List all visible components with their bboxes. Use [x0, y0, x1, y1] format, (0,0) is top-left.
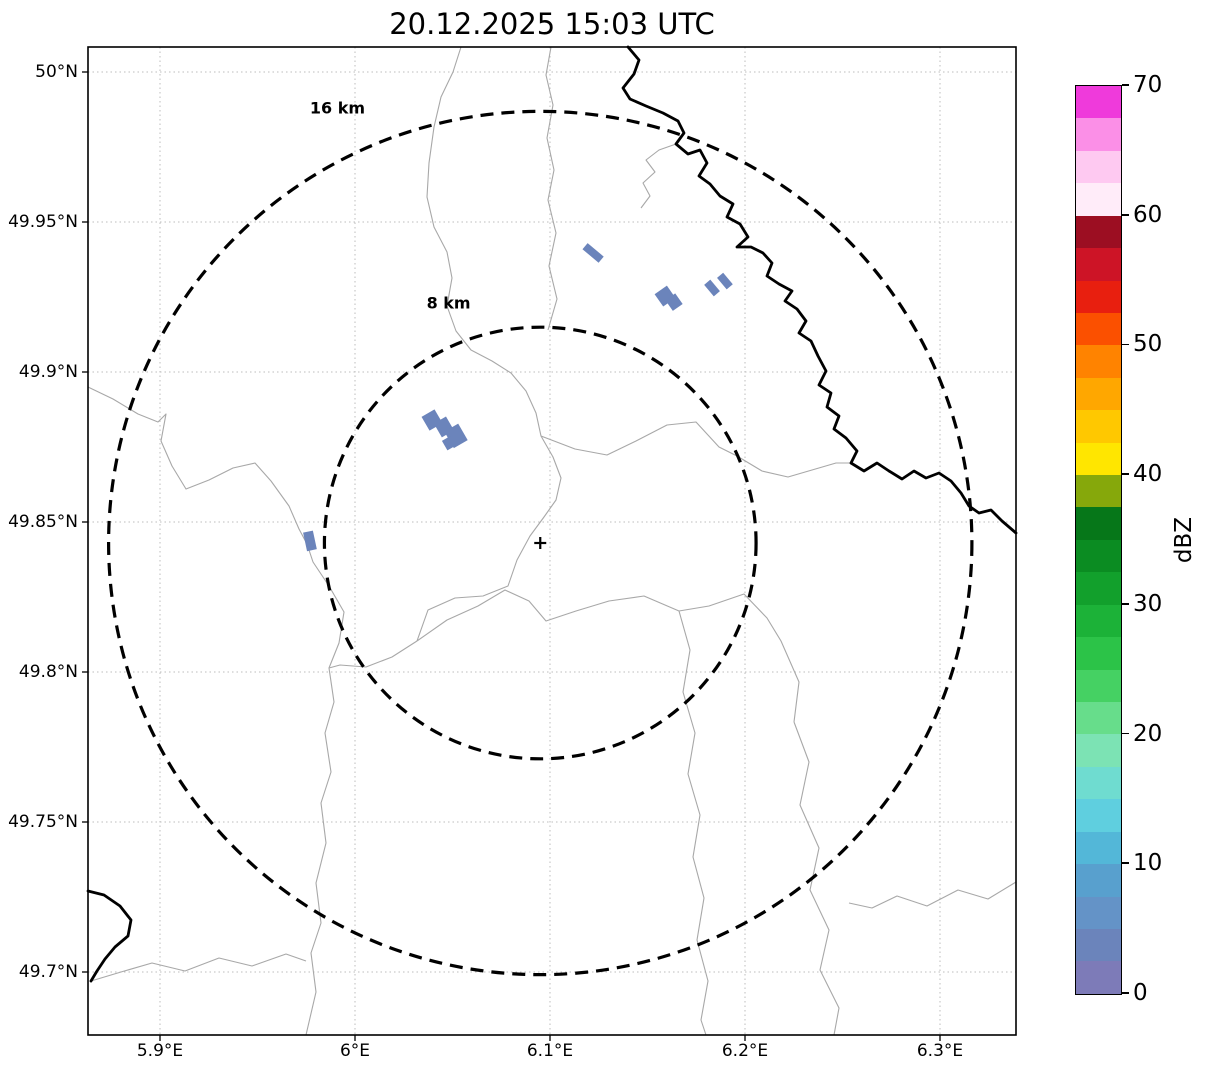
colorbar-segment [1076, 280, 1121, 313]
colorbar-segment [1076, 961, 1121, 994]
range-ring-label: 16 km [309, 98, 366, 118]
colorbar-segment [1076, 183, 1121, 216]
colorbar-tick-label: 30 [1133, 590, 1163, 617]
radar-echo [441, 435, 457, 451]
admin-border-line [90, 953, 307, 982]
colorbar-segment [1076, 831, 1121, 865]
colorbar-segment [1076, 215, 1121, 249]
radar-echo [665, 293, 683, 311]
colorbar-segment [1076, 864, 1121, 897]
country-border-line [621, 45, 1018, 535]
colorbar-tick-mark [1122, 992, 1129, 994]
colorbar-tick-label: 70 [1133, 72, 1163, 98]
y-tick-label: 49.9°N [18, 362, 78, 382]
colorbar-segment [1076, 766, 1121, 800]
radar-echo [717, 272, 733, 290]
colorbar-segment [1076, 442, 1121, 476]
colorbar-segment [1076, 539, 1121, 573]
colorbar-segment [1076, 702, 1121, 735]
y-tick-label: 49.75°N [8, 812, 78, 832]
colorbar-tick-mark [1122, 343, 1129, 346]
country-border-line [86, 889, 133, 983]
admin-border-line [640, 143, 677, 209]
admin-border-line [848, 881, 1017, 909]
colorbar-segment [1076, 507, 1121, 540]
x-tick-label: 6.2°E [721, 1041, 769, 1061]
admin-border-line [416, 46, 562, 642]
colorbar-tick-mark [1122, 213, 1129, 216]
colorbar-segment [1076, 377, 1121, 411]
colorbar-tick-mark [1122, 603, 1129, 605]
colorbar-segment [1076, 604, 1121, 638]
radar-echo [303, 530, 317, 552]
colorbar-tick-label: 0 [1133, 980, 1148, 1006]
colorbar-segment [1076, 410, 1121, 443]
x-tick-label: 6.3°E [916, 1041, 964, 1061]
colorbar-segment [1076, 734, 1121, 767]
colorbar-segment [1076, 345, 1121, 378]
radar-echo [704, 279, 720, 297]
range-ring-16km [106, 109, 974, 977]
colorbar-segment [1076, 669, 1121, 703]
colorbar-segment [1076, 118, 1121, 151]
colorbar-tick-label: 60 [1133, 201, 1163, 228]
admin-border-line [305, 543, 345, 1036]
admin-border-line [793, 721, 840, 1036]
colorbar-tick-label: 10 [1133, 850, 1163, 877]
colorbar-segment [1076, 896, 1121, 929]
y-tick-label: 50°N [35, 62, 78, 82]
colorbar-tick-label: 20 [1133, 720, 1163, 747]
colorbar-tick-label: 40 [1133, 461, 1163, 488]
x-tick-label: 5.9°E [136, 1041, 184, 1061]
colorbar-tick-mark [1122, 84, 1129, 86]
y-tick-label: 49.85°N [8, 512, 78, 532]
x-tick-label: 6°E [339, 1041, 371, 1061]
admin-border-line [545, 46, 558, 331]
colorbar-segment [1076, 248, 1121, 281]
colorbar-segment [1076, 150, 1121, 184]
radar-echo [444, 423, 468, 449]
range-ring-label: 8 km [426, 293, 471, 313]
colorbar-axis-label: dBZ [1171, 516, 1197, 564]
colorbar-tick-mark [1122, 473, 1129, 475]
plot-border [87, 46, 1017, 1036]
colorbar-segment [1076, 86, 1121, 119]
admin-border-line [328, 640, 418, 669]
admin-border-line [540, 421, 851, 478]
y-tick-label: 49.7°N [18, 962, 78, 982]
radar-echo [582, 243, 604, 263]
colorbar-tick-mark [1122, 732, 1129, 735]
admin-border-line [87, 386, 308, 545]
colorbar-segment [1076, 799, 1121, 832]
x-tick-label: 6.1°E [526, 1041, 574, 1061]
colorbar-segment [1076, 572, 1121, 605]
colorbar-tick-mark [1122, 862, 1129, 865]
colorbar-segment [1076, 312, 1121, 346]
figure-title: 20.12.2025 15:03 UTC [389, 7, 715, 41]
colorbar-segment [1076, 928, 1121, 962]
colorbar [1075, 85, 1122, 995]
range-ring-8km [322, 325, 758, 761]
y-tick-label: 49.8°N [18, 662, 78, 682]
colorbar-segment [1076, 637, 1121, 670]
colorbar-tick-label: 50 [1133, 331, 1163, 358]
y-tick-label: 49.95°N [8, 212, 78, 232]
admin-border-line [678, 610, 709, 1036]
colorbar-segment [1076, 475, 1121, 508]
admin-border-line [416, 589, 800, 723]
